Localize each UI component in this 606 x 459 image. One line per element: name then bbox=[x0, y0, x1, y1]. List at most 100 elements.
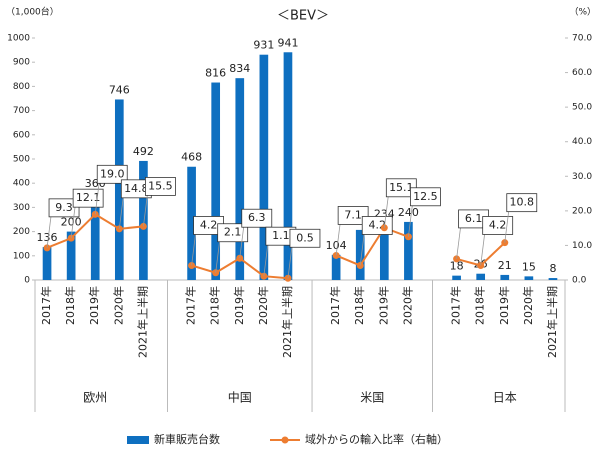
group-label: 欧州 bbox=[83, 391, 107, 405]
bar-value-label: 104 bbox=[326, 239, 347, 252]
y2-tick-label: 50.0 bbox=[572, 103, 592, 113]
bar-value-label: 468 bbox=[181, 151, 202, 164]
leader-line bbox=[335, 223, 341, 256]
bar bbox=[500, 274, 510, 280]
y-unit: （1,000台） bbox=[6, 6, 59, 18]
legend-swatch bbox=[281, 436, 289, 444]
x-tick-label: 2021年上半期 bbox=[135, 286, 149, 358]
bar-value-label: 200 bbox=[61, 216, 82, 229]
leader-line bbox=[504, 210, 510, 243]
group-label: 米国 bbox=[360, 391, 384, 405]
leader-line bbox=[359, 233, 365, 266]
line-value-label: 15.5 bbox=[148, 179, 173, 192]
bar bbox=[42, 247, 52, 280]
y2-tick-label: 10.0 bbox=[572, 241, 592, 251]
x-tick-label: 2019年 bbox=[376, 286, 390, 325]
label-box bbox=[482, 216, 514, 235]
leader-line bbox=[46, 215, 52, 248]
leader-line bbox=[239, 226, 245, 259]
x-tick-label: 2021年上半期 bbox=[280, 286, 294, 358]
label-box bbox=[289, 228, 321, 248]
label-box bbox=[96, 164, 128, 184]
bar bbox=[524, 276, 534, 280]
label-box bbox=[48, 198, 80, 218]
bar-value-label: 136 bbox=[37, 231, 58, 244]
x-tick-label: 2020年 bbox=[400, 286, 414, 325]
legend-label: 新車販売台数 bbox=[154, 432, 220, 446]
label-box bbox=[410, 187, 441, 207]
bar bbox=[235, 78, 245, 280]
bar-value-label: 18 bbox=[450, 260, 464, 273]
leader-line bbox=[191, 233, 196, 266]
line-value-label: 7.1 bbox=[344, 208, 362, 221]
legend-swatch bbox=[127, 436, 149, 444]
bar bbox=[548, 278, 558, 280]
bar bbox=[283, 52, 293, 280]
x-tick-label: 2019年 bbox=[497, 286, 511, 325]
leader-line bbox=[118, 196, 124, 229]
group-label: 中国 bbox=[228, 390, 252, 405]
leader-line bbox=[480, 233, 486, 266]
label-box bbox=[337, 206, 369, 225]
leader-line bbox=[215, 240, 221, 273]
bar-value-label: 931 bbox=[253, 39, 274, 52]
y2-tick-label: 60.0 bbox=[572, 68, 592, 78]
bar-value-label: 816 bbox=[205, 67, 226, 80]
bar-value-label: 941 bbox=[277, 36, 298, 49]
bar-value-label: 240 bbox=[398, 206, 419, 219]
x-tick-label: 2020年 bbox=[256, 286, 270, 325]
x-tick-label: 2017年 bbox=[449, 286, 463, 325]
x-tick-label: 2020年 bbox=[111, 286, 125, 325]
y-tick-label: 300 bbox=[13, 203, 30, 213]
line-value-label: 4.2 bbox=[489, 218, 507, 231]
y2-unit: （%） bbox=[569, 7, 596, 18]
bar bbox=[139, 160, 148, 280]
line-value-label: 1.1 bbox=[272, 229, 290, 242]
y2-tick-label: 40.0 bbox=[572, 137, 592, 147]
line-value-label: 0.5 bbox=[296, 231, 314, 244]
y-tick-label: 200 bbox=[13, 227, 30, 237]
line-value-label: 6.3 bbox=[248, 211, 266, 224]
x-tick-label: 2018年 bbox=[63, 286, 77, 325]
bar-value-label: 21 bbox=[498, 259, 512, 272]
legend-label: 域外からの輸入比率（右軸） bbox=[305, 432, 448, 446]
label-box bbox=[506, 193, 538, 213]
y-tick-label: 0 bbox=[24, 276, 30, 286]
line-value-label: 14.8 bbox=[124, 182, 149, 195]
leader-line bbox=[456, 226, 461, 259]
leader-line bbox=[408, 204, 413, 237]
bar bbox=[211, 82, 221, 280]
chart-title: ＜BEV＞ bbox=[277, 9, 329, 24]
bar bbox=[259, 54, 269, 280]
bar bbox=[331, 254, 341, 280]
y-tick-label: 100 bbox=[13, 251, 30, 261]
x-tick-label: 2017年 bbox=[184, 286, 198, 325]
line-value-label: 4.2 bbox=[200, 218, 218, 231]
x-tick-label: 2019年 bbox=[232, 286, 246, 325]
bar bbox=[379, 223, 389, 280]
leader-line bbox=[263, 244, 269, 277]
y2-tick-label: 70.0 bbox=[572, 34, 592, 44]
leader-line bbox=[383, 195, 389, 228]
bar bbox=[66, 231, 76, 280]
line-value-label: 15.1 bbox=[389, 181, 414, 194]
x-tick-label: 2021年上半期 bbox=[545, 286, 559, 358]
bar bbox=[452, 275, 461, 280]
x-tick-label: 2017年 bbox=[39, 286, 53, 325]
leader-line bbox=[143, 194, 148, 227]
y-tick-label: 500 bbox=[13, 155, 30, 165]
bar-value-label: 15 bbox=[522, 260, 536, 273]
line-value-label: 19.0 bbox=[100, 167, 125, 180]
x-tick-label: 2019年 bbox=[87, 286, 101, 325]
bar-value-label: 8 bbox=[549, 262, 556, 275]
line-value-label: 2.1 bbox=[224, 226, 242, 239]
y-tick-label: 1000 bbox=[7, 34, 30, 44]
x-tick-label: 2018年 bbox=[352, 286, 366, 325]
y-tick-label: 400 bbox=[13, 179, 30, 189]
y-tick-label: 900 bbox=[13, 58, 30, 68]
bar bbox=[114, 99, 124, 280]
y2-tick-label: 30.0 bbox=[572, 172, 592, 182]
leader-line bbox=[287, 246, 293, 279]
y2-tick-label: 20.0 bbox=[572, 206, 592, 216]
